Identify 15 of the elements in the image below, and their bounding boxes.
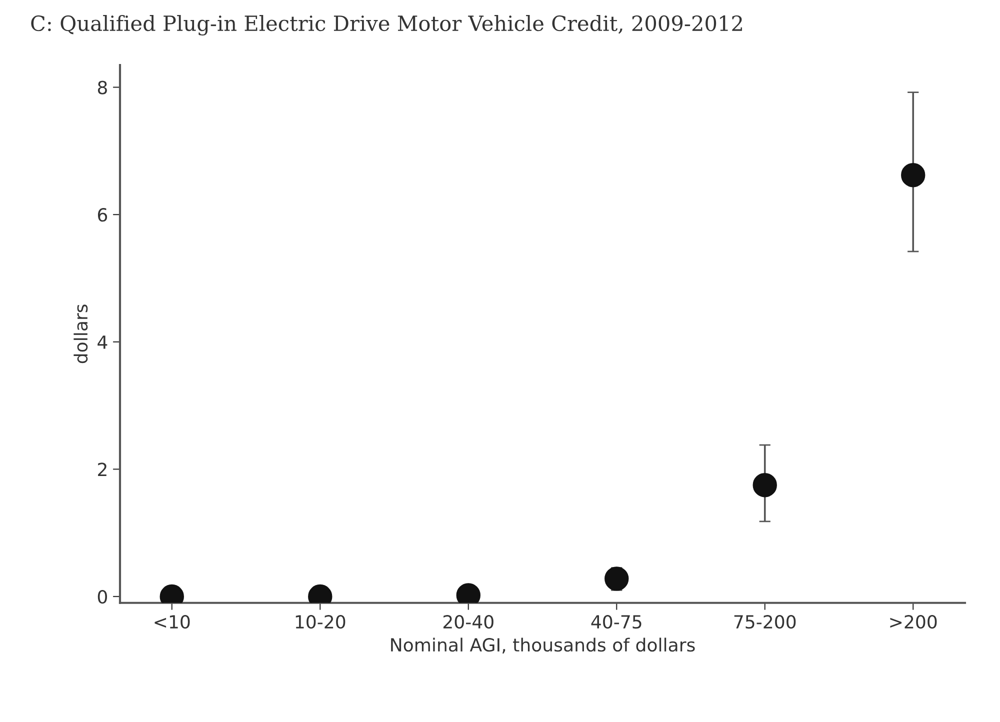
x-tick-label: >200 xyxy=(890,614,937,629)
y-tick-label: 4 xyxy=(98,336,108,349)
y-tick-label: 0 xyxy=(98,590,107,604)
x-tick-label: 10-20 xyxy=(296,614,346,629)
y-axis-title: dollars xyxy=(74,304,88,364)
chart-title: C: Qualified Plug-in Electric Drive Motor Vehicle Credit, 2009-2012 xyxy=(31,15,742,36)
x-tick-label: <10 xyxy=(154,614,190,629)
y-tick-label: 8 xyxy=(98,80,107,94)
x-tick-label: 75-200 xyxy=(734,614,796,629)
x-tick-label: 20-40 xyxy=(443,614,494,629)
x-axis-title: Nominal AGI, thousands of dollars xyxy=(391,638,695,654)
y-tick-label: 2 xyxy=(98,462,106,476)
point xyxy=(901,163,926,188)
y-tick-label: 6 xyxy=(98,208,108,222)
x-tick-label: 40-75 xyxy=(591,614,642,629)
